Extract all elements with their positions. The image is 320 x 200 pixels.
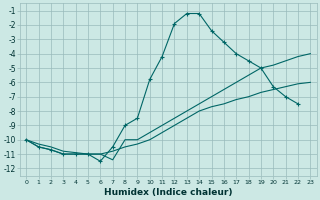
X-axis label: Humidex (Indice chaleur): Humidex (Indice chaleur) — [104, 188, 233, 197]
